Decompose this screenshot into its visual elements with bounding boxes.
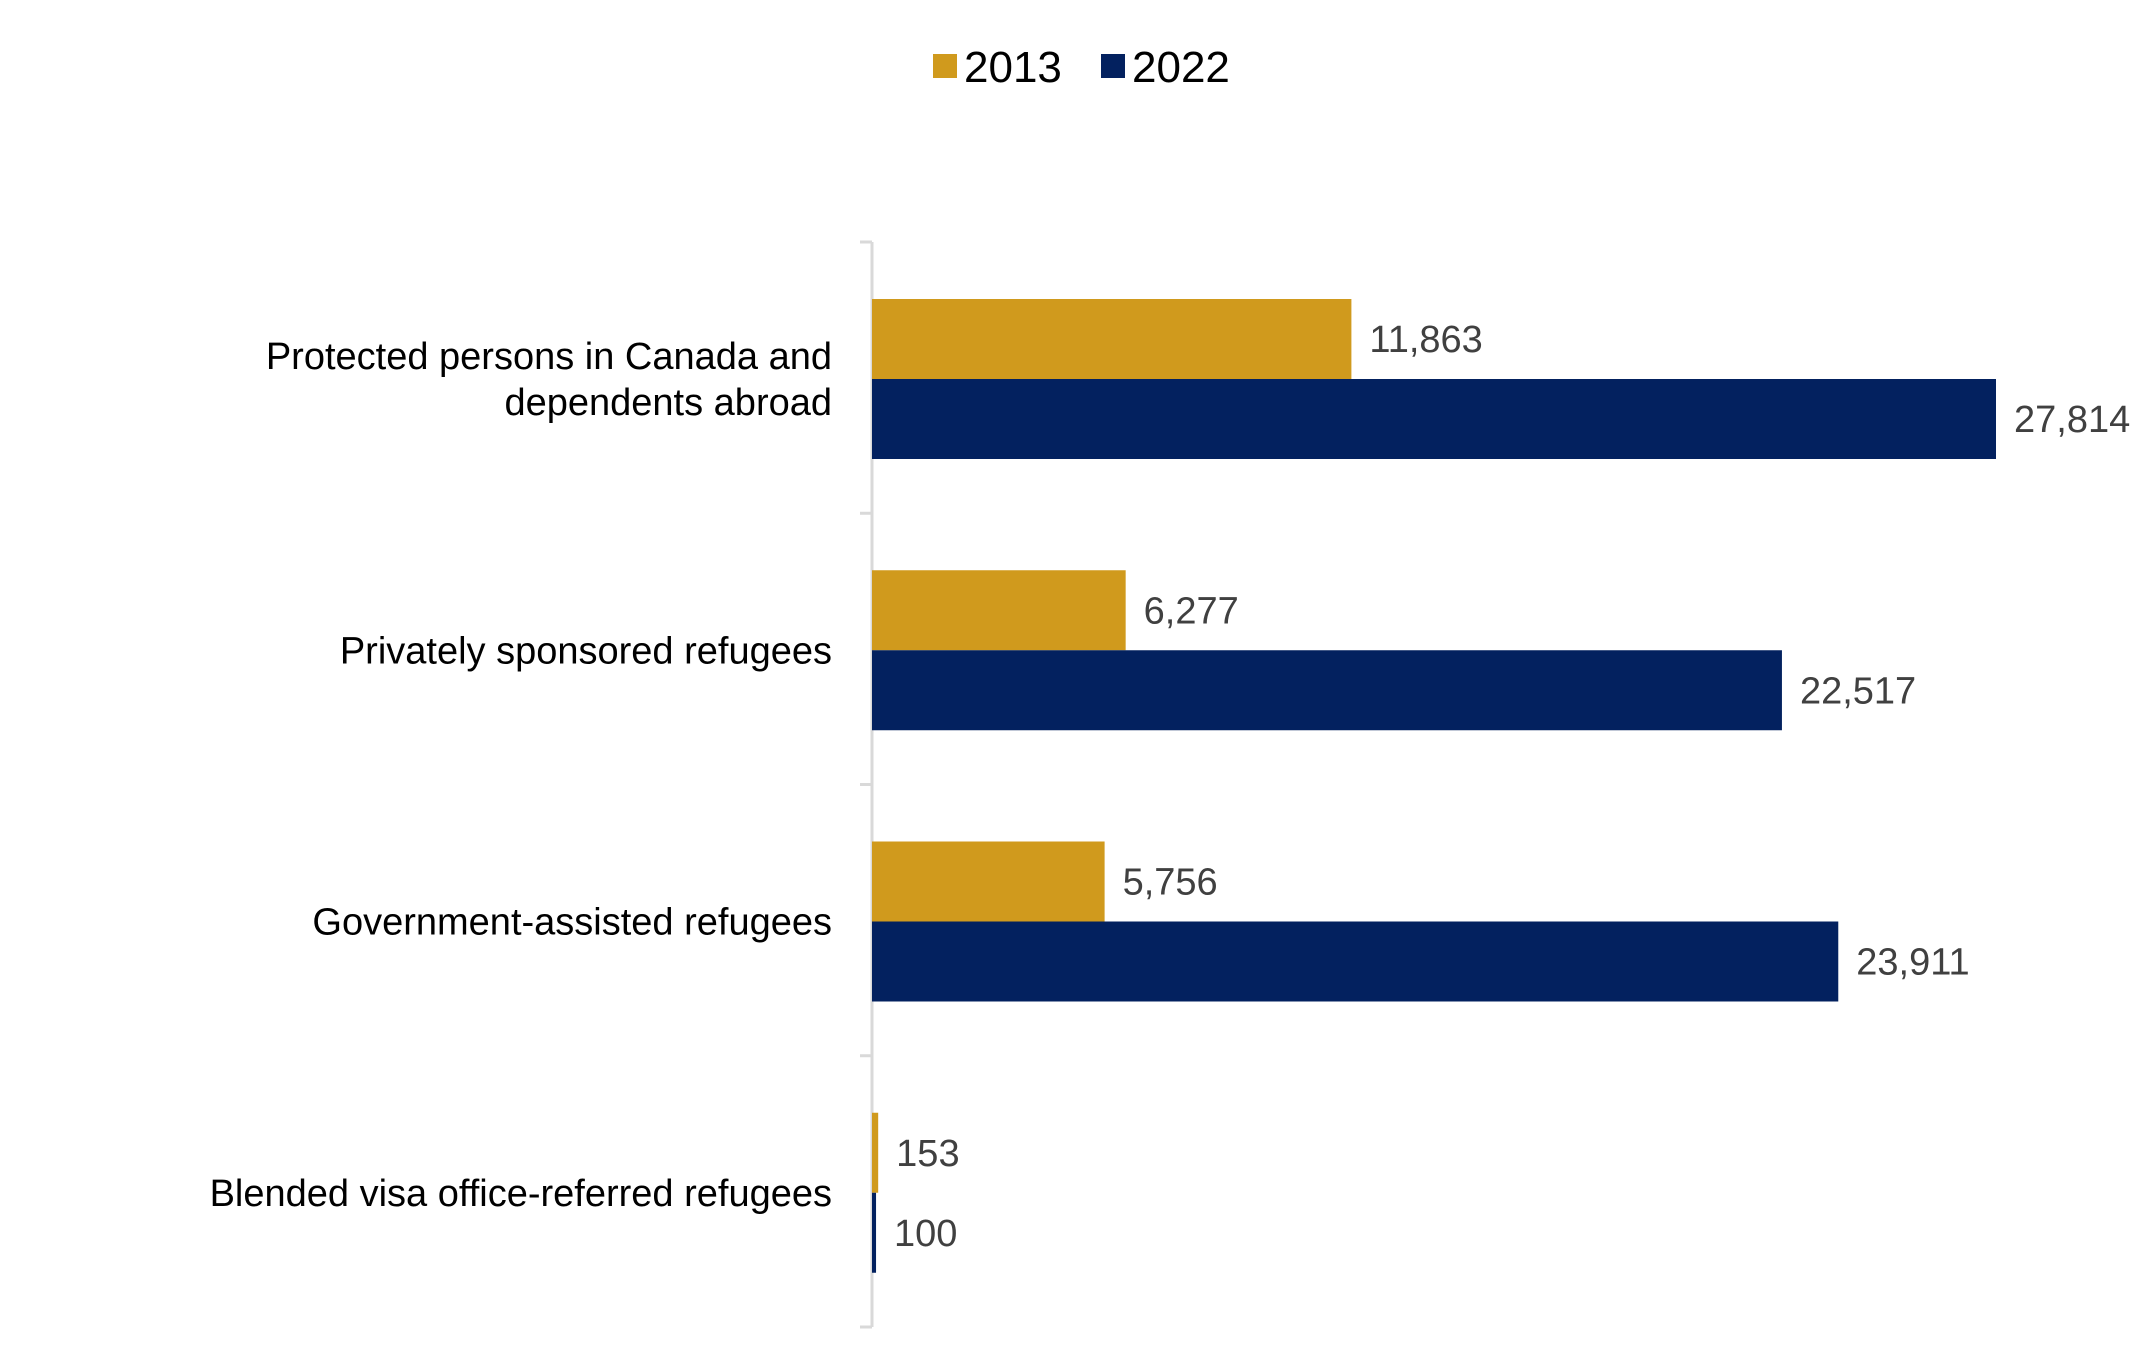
- legend: 2013 2022: [933, 43, 1230, 92]
- bar-2013-3: [872, 841, 1105, 922]
- category-label: Blended visa office-referred refugees: [210, 1173, 832, 1215]
- bar-2013-4: [872, 1112, 879, 1193]
- category-axis: [860, 240, 874, 1329]
- category-labels: Protected persons in Canada and dependent…: [210, 336, 832, 1215]
- data-label-2013-4: 153: [896, 1133, 959, 1175]
- bar-2013-2: [872, 570, 1126, 651]
- data-label-2022-2: 22,517: [1800, 670, 1916, 712]
- bars: [872, 299, 1996, 1273]
- bar-2022-1: [872, 379, 1996, 459]
- data-labels: 11,863 6,277 5,756 153 27,814 22,517 23,911 100: [894, 319, 2130, 1255]
- bar-2013-1: [872, 299, 1352, 379]
- data-label-2022-3: 23,911: [1856, 942, 1969, 984]
- data-label-2013-1: 11,863: [1369, 319, 1482, 361]
- data-label-2022-4: 100: [894, 1213, 957, 1255]
- category-label: Government-assisted refugees: [312, 902, 832, 944]
- legend-swatch-2013: [933, 54, 957, 78]
- bar-2022-2: [872, 650, 1782, 731]
- bar-2022-4: [872, 1192, 877, 1273]
- data-label-2022-1: 27,814: [2014, 399, 2130, 441]
- data-label-2013-3: 5,756: [1123, 862, 1218, 904]
- category-label: Protected persons in Canada and dependent…: [266, 336, 832, 424]
- legend-swatch-2022: [1101, 54, 1125, 78]
- bar-2022-3: [872, 921, 1839, 1002]
- legend-label-2022: 2022: [1132, 43, 1230, 92]
- legend-label-2013: 2013: [964, 43, 1062, 92]
- category-label: Privately sponsored refugees: [340, 630, 832, 672]
- data-label-2013-2: 6,277: [1144, 590, 1239, 632]
